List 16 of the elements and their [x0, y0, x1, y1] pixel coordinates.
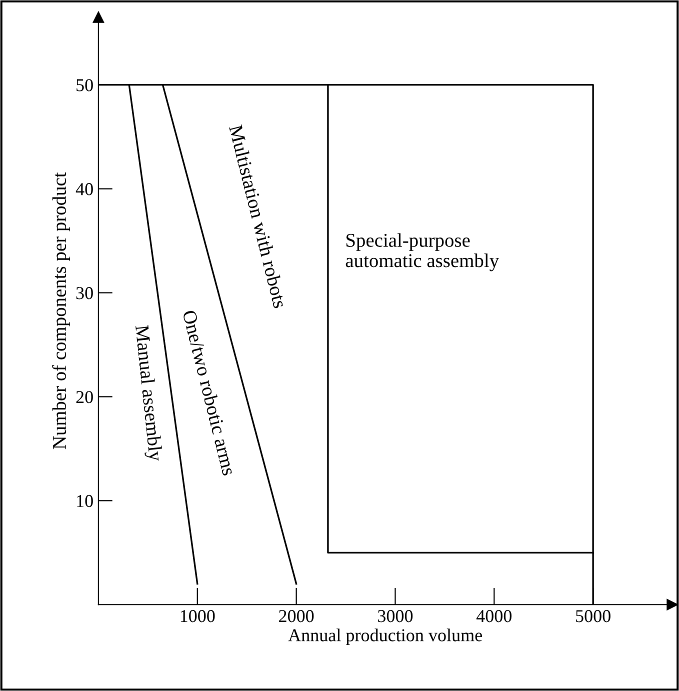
y-tick-label: 20 [76, 390, 93, 404]
annotation: Multistation with robots [228, 124, 288, 309]
x-tick-label: 2000 [279, 610, 314, 622]
y-tick-label: 40 [76, 183, 93, 196]
y-tick-label: 30 [76, 287, 93, 300]
y-axis-title: Number of components per product [52, 172, 70, 450]
x-tick-label: 4000 [476, 610, 512, 622]
x-tick-label: 3000 [378, 610, 413, 622]
y-tick-label: 50 [76, 79, 93, 92]
annotation: One/two robotic arms [182, 310, 236, 476]
x-tick-label: 1000 [180, 610, 215, 622]
annotation: Special-purpose automatic assembly [346, 233, 499, 272]
y-tick-label: 10 [77, 494, 93, 508]
x-axis-title: Annual production volume [288, 628, 482, 646]
annotation: Manual assembly [131, 324, 164, 462]
x-tick-label: 5000 [576, 610, 610, 622]
